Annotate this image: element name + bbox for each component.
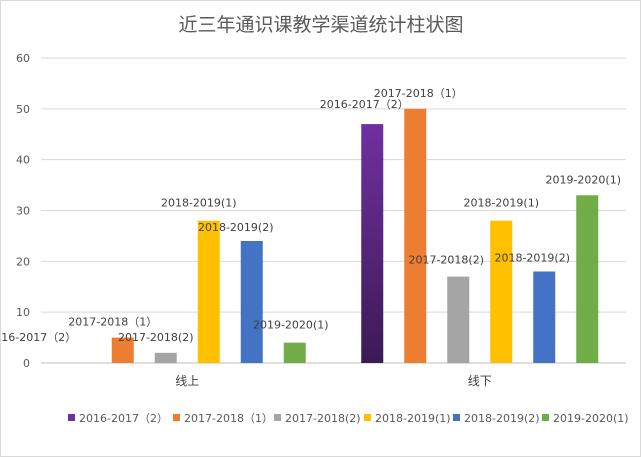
y-tick-label: 0 <box>23 357 30 370</box>
bar <box>240 241 263 363</box>
legend-label: 2018-2019(2) <box>464 412 540 425</box>
legend-label: 2017-2018(2) <box>285 412 361 425</box>
legend-swatch <box>274 414 281 421</box>
chart-title: 近三年通识课教学渠道统计柱状图 <box>178 14 463 36</box>
y-tick-label: 30 <box>16 205 30 218</box>
legend-swatch <box>364 414 371 421</box>
legend-label: 2018-2019(1) <box>375 412 451 425</box>
bar <box>283 342 306 363</box>
bar <box>490 220 513 363</box>
data-label: 2019-2020(1) <box>545 173 621 186</box>
y-tick-label: 20 <box>16 255 30 268</box>
legend-swatch <box>68 414 75 421</box>
y-tick-label: 60 <box>16 52 30 65</box>
legend-label: 2016-2017（2） <box>79 412 168 425</box>
y-tick-label: 50 <box>16 103 30 116</box>
data-label: 2017-2018（1） <box>374 87 463 100</box>
data-label: 2017-2018（1） <box>68 316 157 329</box>
bar <box>197 220 220 363</box>
data-label: 2017-2018(2) <box>118 331 194 344</box>
data-label: 2018-2019(1) <box>161 197 237 210</box>
x-category-label: 线上 <box>175 374 199 388</box>
x-category-label: 线下 <box>468 374 492 388</box>
bar <box>111 337 134 363</box>
y-tick-label: 40 <box>16 154 30 167</box>
legend-label: 2019-2020(1) <box>553 412 629 425</box>
data-label: 2019-2020(1) <box>253 319 329 332</box>
data-label: 2018-2019(2) <box>494 252 570 265</box>
legend-label: 2017-2018（1） <box>184 412 273 425</box>
bar <box>404 108 427 363</box>
bar <box>447 276 470 363</box>
data-label: 2017-2018(2) <box>408 254 484 267</box>
bar <box>576 195 599 363</box>
data-label: 2018-2019(2) <box>198 221 274 234</box>
bar <box>361 124 384 363</box>
y-tick-label: 10 <box>16 306 30 319</box>
data-label: 2018-2019(1) <box>463 197 539 210</box>
legend-swatch <box>542 414 549 421</box>
bar <box>533 271 556 363</box>
data-label: 2016-2017（2） <box>1 331 76 344</box>
legend-swatch <box>173 414 180 421</box>
bar <box>154 352 177 363</box>
data-label: 2016-2017（2） <box>320 98 409 111</box>
legend-swatch <box>453 414 460 421</box>
